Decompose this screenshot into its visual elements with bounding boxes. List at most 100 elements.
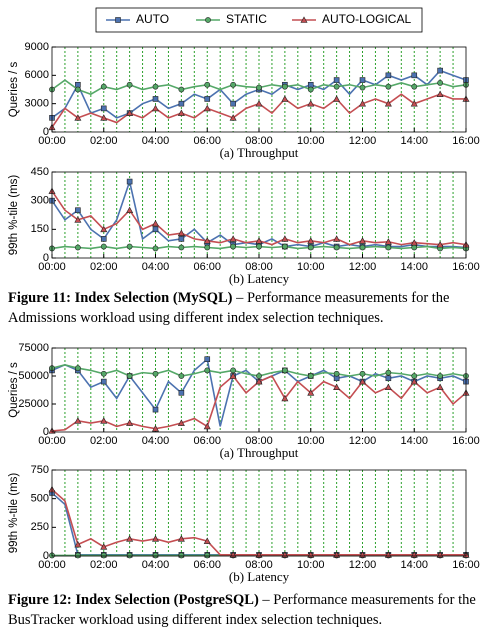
x-tick-label: 00:00 <box>38 435 66 447</box>
caption: Figure 12: Index Selection (PostgreSQL) … <box>8 590 490 630</box>
marker <box>281 95 289 102</box>
marker <box>385 369 392 376</box>
marker <box>74 552 81 559</box>
marker <box>385 244 392 251</box>
marker <box>178 236 185 242</box>
marker <box>100 225 108 233</box>
marker <box>177 229 185 236</box>
marker <box>74 216 82 223</box>
x-tick-label: 16:00 <box>452 559 480 571</box>
marker <box>178 389 185 396</box>
marker <box>203 422 211 430</box>
y-axis-label: 99th %-tile (ms) <box>8 473 20 554</box>
y-tick-label: 150 <box>31 223 49 235</box>
caption-title: Figure 11: Index Selection (MySQL) <box>8 290 233 306</box>
x-tick-label: 04:00 <box>142 261 170 273</box>
x-tick-label: 12:00 <box>349 435 377 447</box>
marker <box>74 540 82 548</box>
marker <box>126 178 133 185</box>
marker <box>410 377 418 385</box>
marker <box>100 417 108 424</box>
x-tick-label: 12:00 <box>349 559 377 571</box>
marker <box>255 237 263 244</box>
marker <box>411 244 418 251</box>
marker <box>255 377 263 385</box>
x-tick-label: 10:00 <box>297 135 325 147</box>
marker <box>436 90 444 98</box>
marker <box>255 100 263 107</box>
marker <box>359 244 366 251</box>
marker <box>100 543 108 550</box>
marker <box>204 81 211 88</box>
caption-title: Figure 12: Index Selection (PostgreSQL) <box>8 592 259 608</box>
x-tick-label: 10:00 <box>297 261 325 273</box>
marker <box>333 95 341 102</box>
marker <box>256 243 262 250</box>
y-tick-label: 6000 <box>25 69 49 81</box>
marker <box>152 226 159 233</box>
x-tick-label: 14:00 <box>400 559 428 571</box>
plot-frame <box>51 469 467 557</box>
x-tick-label: 00:00 <box>38 135 66 147</box>
marker <box>385 72 392 79</box>
marker <box>100 83 107 90</box>
y-tick-label: 0 <box>43 426 49 438</box>
y-tick-label: 9000 <box>25 41 49 53</box>
marker <box>385 375 392 382</box>
marker <box>178 244 185 251</box>
marker <box>151 104 160 112</box>
y-tick-label: 75000 <box>18 342 49 354</box>
marker <box>74 244 81 251</box>
marker <box>307 244 314 251</box>
marker <box>152 245 159 252</box>
y-tick-label: 0 <box>43 126 49 138</box>
marker <box>436 240 444 248</box>
marker <box>230 100 236 107</box>
caption-text: – Performance measurements for the Admis… <box>8 290 450 326</box>
marker <box>358 237 367 244</box>
legend-box <box>95 7 423 33</box>
marker <box>151 535 160 542</box>
x-tick-label: 08:00 <box>245 559 273 571</box>
marker <box>126 243 133 250</box>
x-tick-label: 08:00 <box>245 435 273 447</box>
marker <box>152 406 159 413</box>
marker <box>307 373 314 379</box>
marker <box>100 378 107 385</box>
marker <box>281 83 288 90</box>
marker <box>115 17 121 23</box>
marker <box>100 105 107 112</box>
marker <box>229 372 237 379</box>
y-tick-label: 25000 <box>18 398 49 410</box>
marker <box>333 244 340 251</box>
marker <box>100 114 108 121</box>
marker <box>281 243 288 250</box>
y-tick-label: 50000 <box>18 370 49 382</box>
marker <box>300 16 308 23</box>
legend-label: AUTO <box>136 12 169 26</box>
marker <box>359 77 366 83</box>
y-tick-label: 0 <box>43 550 49 562</box>
x-tick-label: 02:00 <box>90 261 118 273</box>
marker <box>204 96 211 102</box>
legend-label: AUTO-LOGICAL <box>322 12 411 26</box>
marker <box>151 425 160 432</box>
marker <box>410 100 418 107</box>
series-line <box>51 69 467 119</box>
plot-frame <box>51 347 467 433</box>
marker <box>126 535 134 542</box>
marker <box>204 356 211 363</box>
x-axis-label: (b) Latency <box>229 271 290 286</box>
marker <box>100 370 107 377</box>
marker <box>178 86 185 93</box>
marker <box>177 109 185 116</box>
marker <box>126 419 134 426</box>
marker <box>436 383 444 391</box>
marker <box>333 77 340 83</box>
y-tick-label: 500 <box>31 493 49 505</box>
marker <box>333 235 341 242</box>
marker <box>204 367 211 374</box>
marker <box>203 104 211 112</box>
marker <box>281 394 289 402</box>
